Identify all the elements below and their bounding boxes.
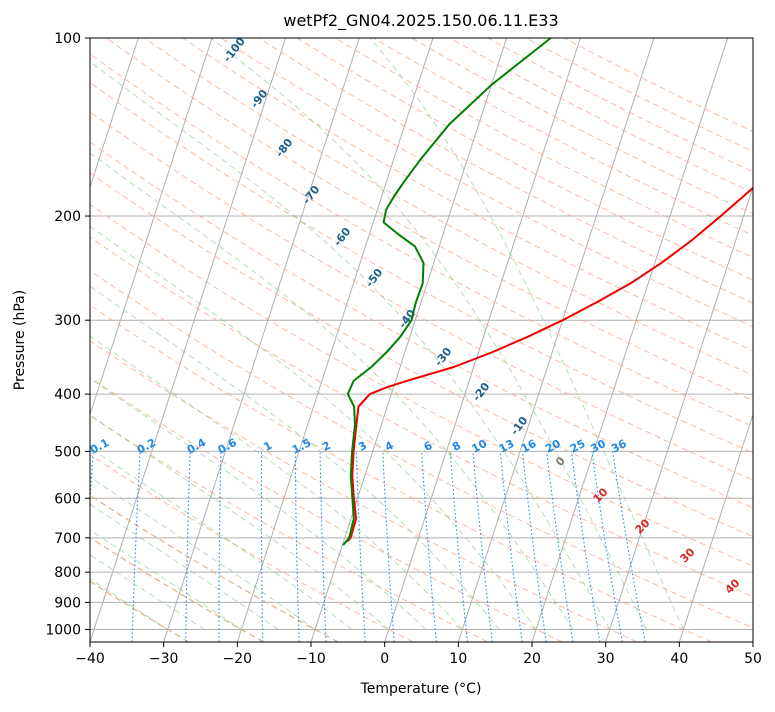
y-tick-label: 800 [54, 565, 81, 581]
x-tick-label: 10 [449, 651, 467, 667]
x-axis-label: Temperature (°C) [360, 681, 482, 697]
y-tick-label: 100 [54, 31, 81, 47]
x-tick-label: 20 [523, 651, 541, 667]
x-tick-label: 50 [744, 651, 762, 667]
y-tick-label: 600 [54, 491, 81, 507]
x-tick-label: −30 [149, 651, 179, 667]
chart-title: wetPf2_GN04.2025.150.06.11.E33 [283, 11, 558, 31]
y-axis-label: Pressure (hPa) [12, 290, 28, 390]
x-tick-label: 30 [597, 651, 615, 667]
y-tick-label: 400 [54, 387, 81, 403]
y-tick-label: 900 [54, 595, 81, 611]
y-tick-label: 500 [54, 444, 81, 460]
y-tick-label: 300 [54, 313, 81, 329]
y-tick-label: 1000 [45, 622, 81, 638]
y-tick-label: 700 [54, 531, 81, 547]
x-tick-label: −10 [296, 651, 326, 667]
x-tick-label: 40 [670, 651, 688, 667]
x-tick-label: −20 [223, 651, 253, 667]
x-tick-label: 0 [380, 651, 389, 667]
x-tick-label: −40 [75, 651, 105, 667]
y-tick-label: 200 [54, 209, 81, 225]
